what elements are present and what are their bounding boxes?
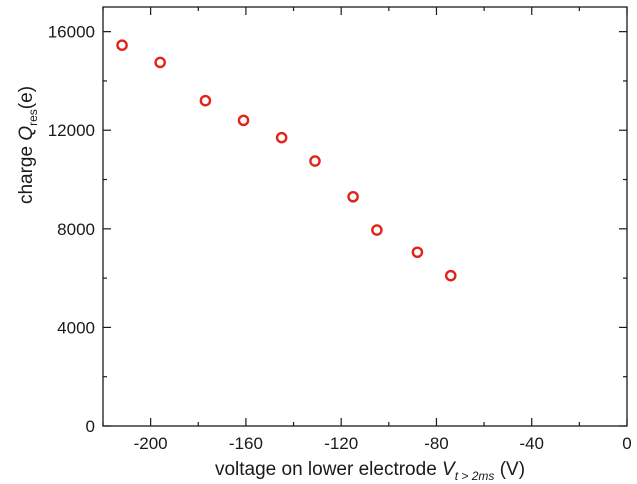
y-tick-label: 12000 [48, 121, 95, 140]
data-point [154, 56, 166, 69]
x-tick-label: -40 [519, 434, 544, 453]
plot-frame [102, 6, 628, 427]
data-point [347, 190, 359, 203]
data-point [444, 269, 457, 282]
y-axis: 0 4000 8000 12000 16000 [48, 23, 627, 436]
x-tick-label: 0 [622, 434, 631, 453]
y-axis-label: charge Qres(e) [16, 86, 40, 204]
data-series [116, 39, 457, 282]
x-axis-label: voltage on lower electrode Vt > 2ms (V) [215, 459, 525, 483]
x-tick-label: -120 [324, 434, 358, 453]
y-tick-label: 8000 [57, 220, 95, 239]
y-tick-label: 4000 [57, 318, 95, 337]
data-point [275, 131, 288, 144]
plot-border [102, 6, 628, 427]
data-point [309, 155, 321, 167]
data-point [371, 224, 383, 236]
data-point [411, 246, 424, 259]
data-point [199, 94, 212, 107]
x-tick-label: -160 [229, 434, 263, 453]
x-tick-label: -200 [134, 434, 168, 453]
data-point [237, 114, 250, 127]
data-point [116, 39, 128, 52]
x-axis: -200 -160 -120 -80 -40 0 [102, 7, 632, 453]
y-tick-label: 0 [86, 417, 95, 436]
y-tick-label: 16000 [48, 23, 95, 42]
x-tick-label: -80 [424, 434, 449, 453]
